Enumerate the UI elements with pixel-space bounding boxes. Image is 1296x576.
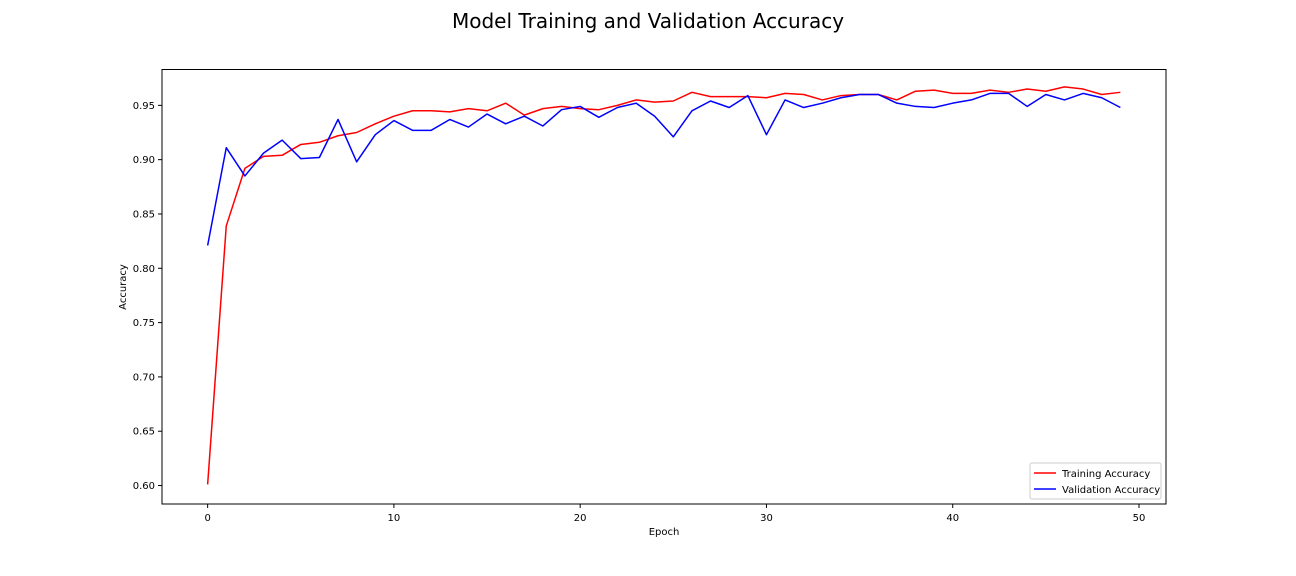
y-tick-label: 0.85: [133, 209, 155, 220]
x-tick-label: 0: [204, 513, 210, 524]
x-tick-label: 20: [574, 513, 587, 524]
y-tick-label: 0.90: [133, 155, 155, 166]
x-axis-ticks: 0 10 20 30 40 50: [204, 504, 1145, 524]
plot-frame: [161, 69, 1167, 505]
y-tick-label: 0.95: [133, 101, 155, 112]
x-tick-label: 50: [1133, 513, 1146, 524]
y-tick-label: 0.60: [133, 481, 155, 492]
y-axis-label: Accuracy: [118, 264, 129, 310]
x-tick-label: 10: [388, 513, 401, 524]
y-tick-label: 0.70: [133, 372, 155, 383]
series-line-training: [206, 86, 1121, 485]
y-tick-label: 0.75: [133, 318, 155, 329]
x-tick-label: 30: [760, 513, 773, 524]
x-axis-label: Epoch: [649, 527, 680, 538]
legend-label-validation: Validation Accuracy: [1062, 485, 1160, 496]
legend-label-training: Training Accuracy: [1061, 469, 1150, 480]
y-axis-ticks: 0.60 0.65 0.70 0.75 0.80 0.85 0.90 0.95: [133, 101, 162, 492]
chart-title: Model Training and Validation Accuracy: [452, 9, 844, 33]
plot-area: 0 10 20 30 40 50 0.60 0.65 0.70 0.75 0.80 0.85 0.90…: [133, 69, 1167, 524]
y-tick-label: 0.65: [133, 427, 155, 438]
legend-box: [1029, 462, 1162, 500]
legend: Training Accuracy Validation Accuracy: [1029, 462, 1162, 500]
y-tick-label: 0.80: [133, 264, 155, 275]
series-lines: [206, 86, 1121, 485]
x-tick-label: 40: [946, 513, 959, 524]
series-line-validation: [206, 92, 1121, 246]
